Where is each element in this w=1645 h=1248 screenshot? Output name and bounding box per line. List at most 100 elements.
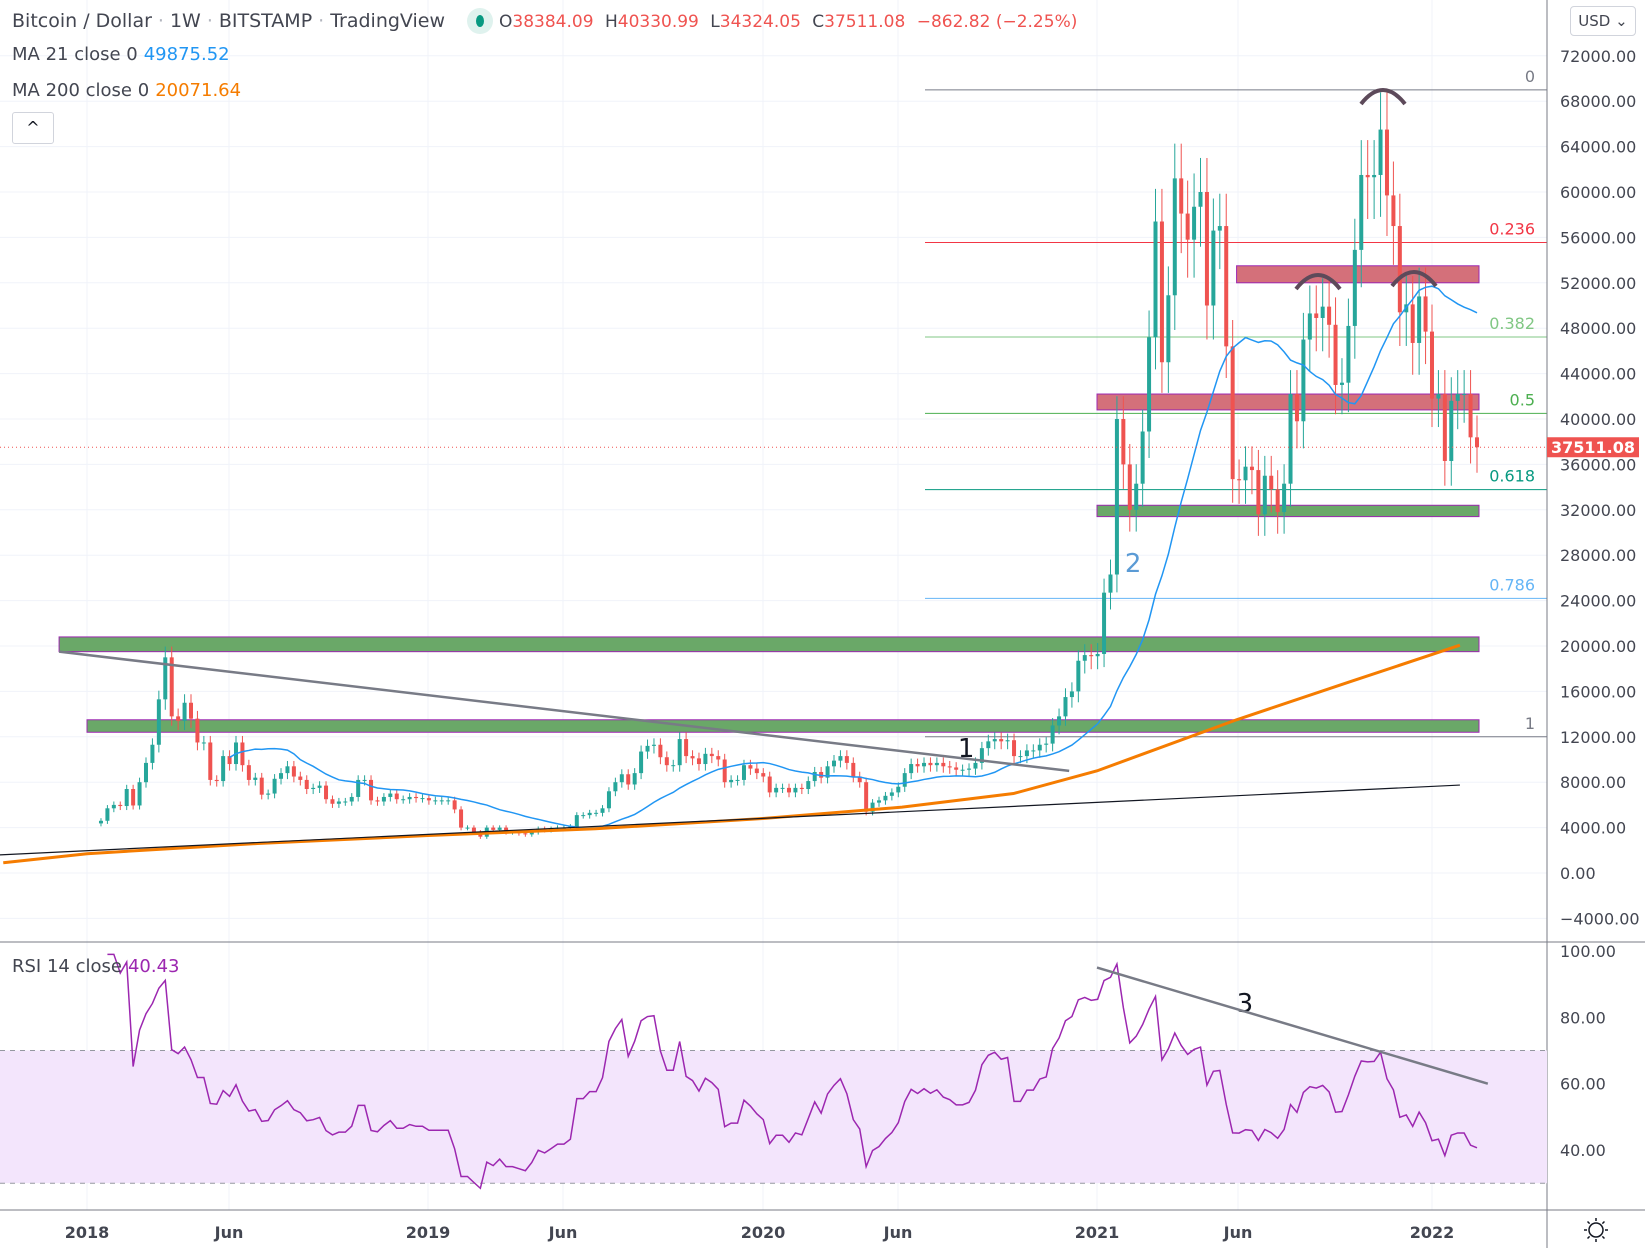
candle-body bbox=[825, 766, 830, 778]
time-tick-label: Jun bbox=[883, 1223, 913, 1242]
candle-body bbox=[1391, 195, 1396, 227]
candle-body bbox=[420, 798, 425, 800]
candle-body bbox=[716, 756, 721, 760]
candle-body bbox=[832, 760, 836, 767]
candle-body bbox=[388, 793, 393, 797]
candle-body bbox=[999, 739, 1004, 742]
price-tick-label: 56000.00 bbox=[1560, 228, 1636, 247]
candle-body bbox=[1346, 325, 1351, 383]
fib-level-label: 0.5 bbox=[1510, 390, 1535, 409]
ma200-legend[interactable]: MA 200 close 0 20071.64 bbox=[12, 80, 242, 101]
candle-body bbox=[812, 771, 817, 782]
candle-body bbox=[774, 787, 779, 793]
candle-body bbox=[928, 762, 933, 766]
candle-body bbox=[870, 802, 875, 812]
top-arc-marker bbox=[1359, 88, 1407, 106]
candle-body bbox=[214, 779, 219, 782]
candle-body bbox=[291, 766, 296, 777]
price-tick-label: 36000.00 bbox=[1560, 455, 1636, 474]
candle-body bbox=[1005, 740, 1010, 742]
candle-body bbox=[1108, 574, 1113, 593]
candle-body bbox=[754, 768, 759, 774]
candle-body bbox=[1127, 464, 1132, 510]
price-tick-label: 4000.00 bbox=[1560, 819, 1626, 838]
candle-body bbox=[1057, 716, 1062, 726]
time-tick-label: 2019 bbox=[406, 1223, 451, 1242]
candle-body bbox=[201, 742, 206, 744]
candle-body bbox=[349, 796, 354, 802]
candle-body bbox=[1339, 382, 1344, 385]
candle-body bbox=[632, 773, 637, 785]
candle-body bbox=[1172, 178, 1177, 296]
time-tick-label: Jun bbox=[548, 1223, 578, 1242]
candle-body bbox=[626, 774, 631, 785]
rsi-legend[interactable]: RSI 14 close 40.43 bbox=[12, 956, 180, 977]
candle-body bbox=[703, 753, 708, 765]
rsi-tick-label: 80.00 bbox=[1560, 1008, 1606, 1027]
ma21-line bbox=[229, 285, 1478, 829]
candle-body bbox=[1333, 324, 1338, 385]
candle-body bbox=[883, 795, 888, 801]
candle-body bbox=[1372, 174, 1377, 178]
candle-body bbox=[748, 765, 753, 769]
candle-body bbox=[954, 767, 959, 770]
price-tick-label: 0.00 bbox=[1560, 864, 1596, 883]
candle-body bbox=[246, 765, 251, 780]
rsi-tick-label: 60.00 bbox=[1560, 1075, 1606, 1094]
candle-body bbox=[658, 744, 663, 758]
candle-body bbox=[304, 779, 309, 790]
candle-body bbox=[1179, 178, 1184, 214]
candle-body bbox=[1475, 437, 1479, 448]
ma21-legend[interactable]: MA 21 close 0 49875.52 bbox=[12, 44, 230, 65]
candle-body bbox=[1166, 295, 1171, 363]
interval[interactable]: 1W bbox=[169, 9, 201, 32]
candle-body bbox=[1262, 475, 1267, 515]
candle-body bbox=[1224, 226, 1229, 347]
fib-level-label: 0.786 bbox=[1489, 575, 1535, 594]
candle-body bbox=[594, 812, 599, 814]
price-tick-label: 24000.00 bbox=[1560, 592, 1636, 611]
candle-body bbox=[259, 777, 264, 795]
top-arc-marker bbox=[1294, 273, 1342, 291]
candle-body bbox=[446, 800, 451, 802]
candle-body bbox=[1468, 394, 1473, 438]
fib-level-label: 0 bbox=[1525, 67, 1535, 86]
candle-body bbox=[1018, 756, 1023, 758]
rsi-tick-label: 40.00 bbox=[1560, 1141, 1606, 1160]
price-tick-label: 12000.00 bbox=[1560, 728, 1636, 747]
collapse-legend-button[interactable]: ^ bbox=[12, 112, 54, 144]
candle-body bbox=[1159, 221, 1164, 363]
candle-body bbox=[729, 779, 734, 783]
candle-body bbox=[105, 808, 110, 821]
symbol-name[interactable]: Bitcoin / Dollar bbox=[12, 9, 152, 32]
candle-body bbox=[336, 801, 341, 804]
candle-body bbox=[362, 779, 367, 781]
candle-body bbox=[799, 787, 804, 790]
candle-body bbox=[394, 793, 399, 800]
settings-icon[interactable] bbox=[1584, 1218, 1608, 1242]
change-value: −862.82 (−2.25%) bbox=[916, 11, 1078, 32]
candle-body bbox=[1044, 743, 1049, 745]
settings-icon-ring bbox=[1588, 1222, 1604, 1238]
candle-body bbox=[1294, 394, 1299, 422]
candle-body bbox=[664, 757, 669, 766]
candle-body bbox=[369, 779, 374, 801]
candle-body bbox=[986, 741, 991, 749]
price-tick-label: 28000.00 bbox=[1560, 546, 1636, 565]
candle-body bbox=[960, 769, 965, 771]
candle-body bbox=[902, 773, 907, 787]
candle-body bbox=[922, 762, 927, 767]
time-tick-label: Jun bbox=[214, 1223, 244, 1242]
candle-body bbox=[786, 787, 791, 793]
settings-icon-ray bbox=[1601, 1235, 1606, 1240]
candle-body bbox=[1365, 174, 1370, 178]
candle-body bbox=[1423, 296, 1428, 332]
currency-selector[interactable]: USD ⌄ bbox=[1570, 6, 1636, 36]
candle-body bbox=[967, 768, 972, 770]
candle-body bbox=[844, 756, 849, 763]
candle-body bbox=[909, 764, 914, 774]
candle-body bbox=[1288, 394, 1293, 484]
candle-body bbox=[761, 773, 766, 777]
candle-body bbox=[1307, 313, 1312, 340]
